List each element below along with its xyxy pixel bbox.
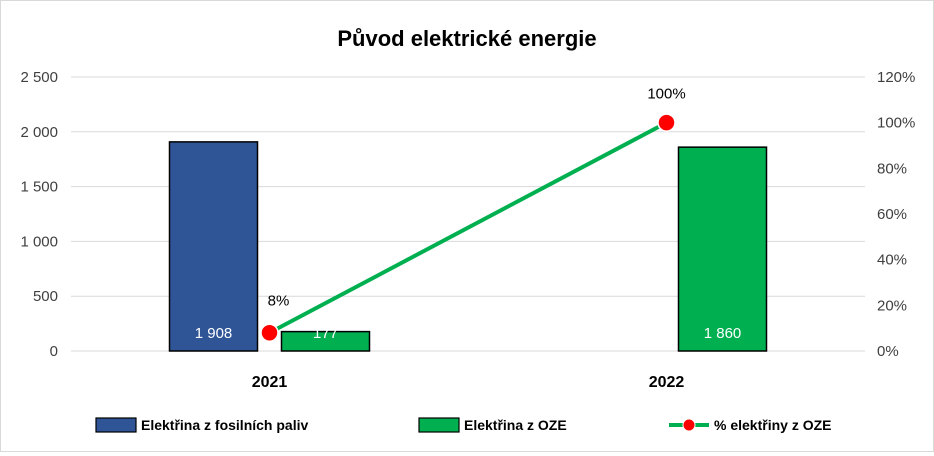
line-data-label: 8% [268,293,290,310]
left-axis-tick-label: 1 500 [20,179,58,196]
percentage-line [260,113,676,342]
line-marker [657,113,676,132]
right-axis-tick-label: 20% [877,297,907,314]
legend-swatch [418,417,460,433]
bar [280,330,371,352]
legend-label: % elektřiny z OZE [714,417,831,433]
legend: Elektřina z fosilních paliv Elektřina z O… [95,417,831,433]
legend-swatch [95,417,137,433]
right-axis-tick-label: 100% [877,115,915,132]
category-label: 2022 [649,374,685,391]
category-label: 2021 [252,374,288,391]
bar-data-label: 1 860 [704,325,742,342]
bar-data-label: 177 [313,325,338,342]
right-axis-tick-label: 0% [877,343,899,360]
right-axis-tick-label: 60% [877,206,907,223]
chart-title: Původ elektrické energie [337,26,596,51]
bar [168,141,259,352]
line-marker [260,323,279,342]
legend-label: Elektřina z OZE [464,417,567,433]
bar-data-label: 1 908 [195,325,233,342]
left-axis-tick-label: 2 000 [20,124,58,141]
left-axis-tick-label: 500 [33,288,58,305]
legend-marker [682,418,696,432]
percentage-line-path [268,120,668,335]
bars [168,141,768,352]
bar-data-label: 0 [606,325,614,342]
right-axis-tick-label: 120% [877,69,915,86]
right-axis-tick-label: 40% [877,252,907,269]
legend-label: Elektřina z fosilních paliv [141,417,308,433]
data-labels: 1 908 177 0 1 860 8% 100% [195,86,742,342]
left-axis-tick-label: 1 000 [20,233,58,250]
right-axis-tick-label: 80% [877,160,907,177]
line-data-label: 100% [647,86,685,103]
left-axis-tick-label: 0 [50,343,58,360]
left-axis-tick-label: 2 500 [20,69,58,86]
bar [677,146,768,352]
